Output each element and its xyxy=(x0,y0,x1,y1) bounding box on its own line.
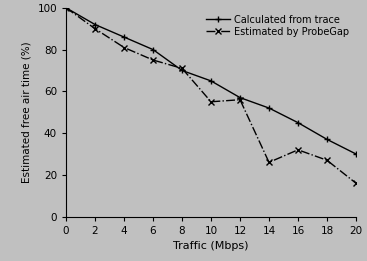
Calculated from trace xyxy=(354,152,358,156)
Estimated by ProbeGap xyxy=(180,67,184,70)
Calculated from trace xyxy=(180,69,184,72)
Calculated from trace xyxy=(296,121,300,124)
Estimated by ProbeGap xyxy=(122,46,126,49)
Calculated from trace xyxy=(151,48,155,51)
Y-axis label: Estimated free air time (%): Estimated free air time (%) xyxy=(22,41,32,183)
Calculated from trace xyxy=(238,96,242,99)
X-axis label: Traffic (Mbps): Traffic (Mbps) xyxy=(173,241,249,251)
Calculated from trace xyxy=(122,35,126,39)
Calculated from trace xyxy=(93,23,97,26)
Calculated from trace xyxy=(325,138,329,141)
Line: Calculated from trace: Calculated from trace xyxy=(63,4,359,157)
Calculated from trace xyxy=(209,79,213,82)
Estimated by ProbeGap xyxy=(325,159,329,162)
Estimated by ProbeGap xyxy=(296,148,300,151)
Line: Estimated by ProbeGap: Estimated by ProbeGap xyxy=(63,4,359,187)
Estimated by ProbeGap xyxy=(151,58,155,62)
Estimated by ProbeGap xyxy=(267,161,271,164)
Estimated by ProbeGap xyxy=(354,182,358,185)
Legend: Calculated from trace, Estimated by ProbeGap: Calculated from trace, Estimated by Prob… xyxy=(204,13,351,39)
Calculated from trace xyxy=(64,6,68,9)
Estimated by ProbeGap xyxy=(93,27,97,30)
Estimated by ProbeGap xyxy=(238,98,242,101)
Calculated from trace xyxy=(267,106,271,110)
Estimated by ProbeGap xyxy=(209,100,213,103)
Estimated by ProbeGap xyxy=(64,6,68,9)
